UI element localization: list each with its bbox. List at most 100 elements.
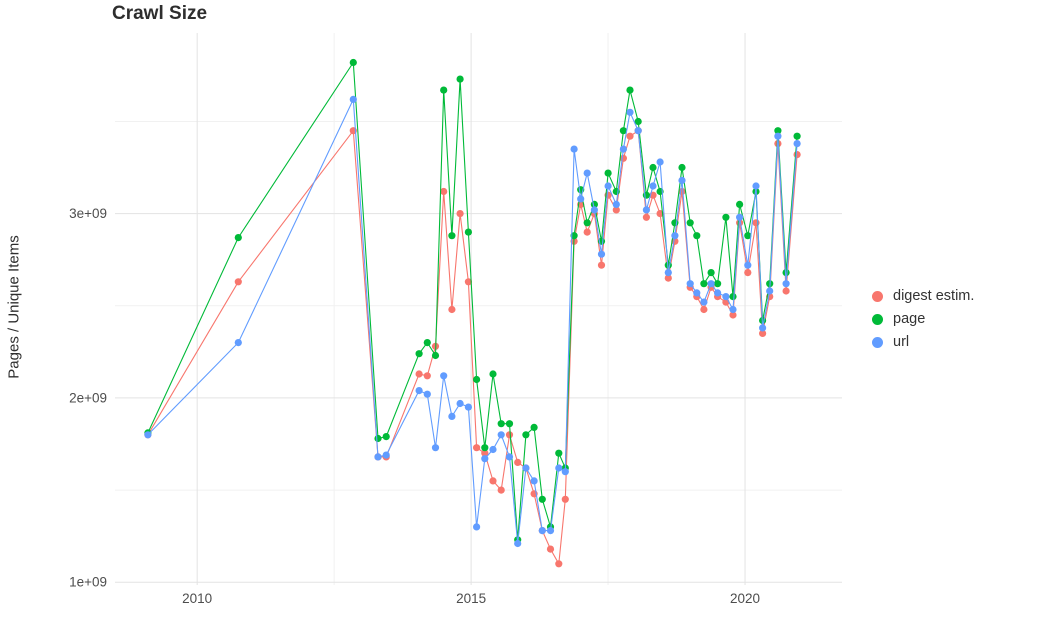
legend-dot-page xyxy=(872,313,883,325)
data-point xyxy=(497,420,505,428)
x-tick-label: 2010 xyxy=(182,591,212,606)
data-point xyxy=(473,444,481,452)
data-point xyxy=(440,187,448,196)
data-point xyxy=(729,305,737,314)
data-point xyxy=(693,289,701,297)
data-point xyxy=(530,477,538,485)
x-tick-label: 2020 xyxy=(730,591,760,606)
data-point xyxy=(577,195,585,203)
data-point xyxy=(514,539,522,548)
data-point xyxy=(448,232,456,240)
data-point xyxy=(473,523,481,531)
data-point xyxy=(626,132,634,140)
data-point xyxy=(700,280,708,288)
legend: digest estim. page url xyxy=(872,288,974,350)
data-point xyxy=(793,151,801,159)
data-point xyxy=(634,117,642,126)
data-point xyxy=(546,527,555,535)
data-point xyxy=(782,280,790,288)
y-tick-label: 2e+09 xyxy=(69,390,107,405)
data-point xyxy=(612,200,620,208)
data-point xyxy=(700,298,708,306)
data-point xyxy=(234,278,242,286)
data-point xyxy=(415,370,423,378)
data-point xyxy=(774,127,782,135)
data-point xyxy=(678,163,686,172)
data-point xyxy=(374,434,382,443)
data-point xyxy=(619,127,628,135)
data-point xyxy=(583,169,591,177)
legend-item-page: page xyxy=(872,311,974,327)
data-point xyxy=(604,169,612,177)
data-point xyxy=(744,232,752,240)
data-point xyxy=(729,293,737,301)
data-point xyxy=(538,527,546,535)
data-point xyxy=(664,274,672,282)
data-point xyxy=(234,339,242,347)
data-point xyxy=(497,431,505,439)
data-point xyxy=(597,250,606,258)
data-point xyxy=(473,375,481,384)
legend-label: digest estim. xyxy=(893,288,975,304)
data-point xyxy=(642,191,651,199)
data-point xyxy=(382,433,390,441)
data-point xyxy=(481,455,489,463)
legend-label: page xyxy=(893,311,926,327)
data-point xyxy=(234,234,242,242)
data-point xyxy=(714,280,722,288)
data-point xyxy=(349,58,357,67)
data-point xyxy=(561,495,569,503)
legend-item-digest-estim: digest estim. xyxy=(872,288,974,304)
data-point xyxy=(619,145,628,153)
data-point xyxy=(431,351,440,360)
y-tick-label: 1e+09 xyxy=(69,575,107,590)
data-point xyxy=(714,289,722,297)
data-point xyxy=(440,86,448,94)
chart-title: Crawl Size xyxy=(112,3,208,24)
data-point xyxy=(642,213,651,221)
data-point xyxy=(514,458,522,466)
legend-label: url xyxy=(893,334,910,350)
gridlines-major xyxy=(115,33,842,585)
data-point xyxy=(759,329,767,337)
data-point xyxy=(423,390,431,398)
data-point xyxy=(604,182,612,190)
data-point xyxy=(489,445,497,454)
data-point xyxy=(793,132,801,140)
data-point xyxy=(686,219,694,227)
data-point xyxy=(759,324,767,332)
data-point xyxy=(522,431,530,439)
data-point xyxy=(686,280,694,288)
x-tick-label: 2015 xyxy=(456,591,486,606)
series-digest-estim xyxy=(144,127,801,568)
data-point xyxy=(464,278,472,286)
data-point xyxy=(664,269,672,277)
data-point xyxy=(583,219,591,227)
data-point xyxy=(456,210,464,218)
data-point xyxy=(481,444,489,452)
data-point xyxy=(382,451,390,459)
data-point xyxy=(374,453,382,461)
legend-dot-url xyxy=(872,336,883,348)
y-axis-title: Pages / Unique Items xyxy=(5,235,23,379)
data-point xyxy=(538,495,546,503)
legend-item-url: url xyxy=(872,334,974,350)
data-point xyxy=(693,232,701,240)
data-point xyxy=(555,464,563,472)
data-point xyxy=(144,431,152,439)
data-point xyxy=(415,350,423,358)
data-point xyxy=(744,261,752,269)
gridlines-minor xyxy=(115,33,842,585)
data-point xyxy=(505,431,514,439)
data-point xyxy=(612,206,620,214)
data-point xyxy=(590,206,599,214)
data-point xyxy=(489,370,497,378)
data-point xyxy=(583,228,591,236)
series-url xyxy=(144,95,801,548)
data-point xyxy=(700,305,708,314)
data-point xyxy=(448,305,456,314)
data-point xyxy=(555,449,563,457)
data-point xyxy=(546,545,555,553)
